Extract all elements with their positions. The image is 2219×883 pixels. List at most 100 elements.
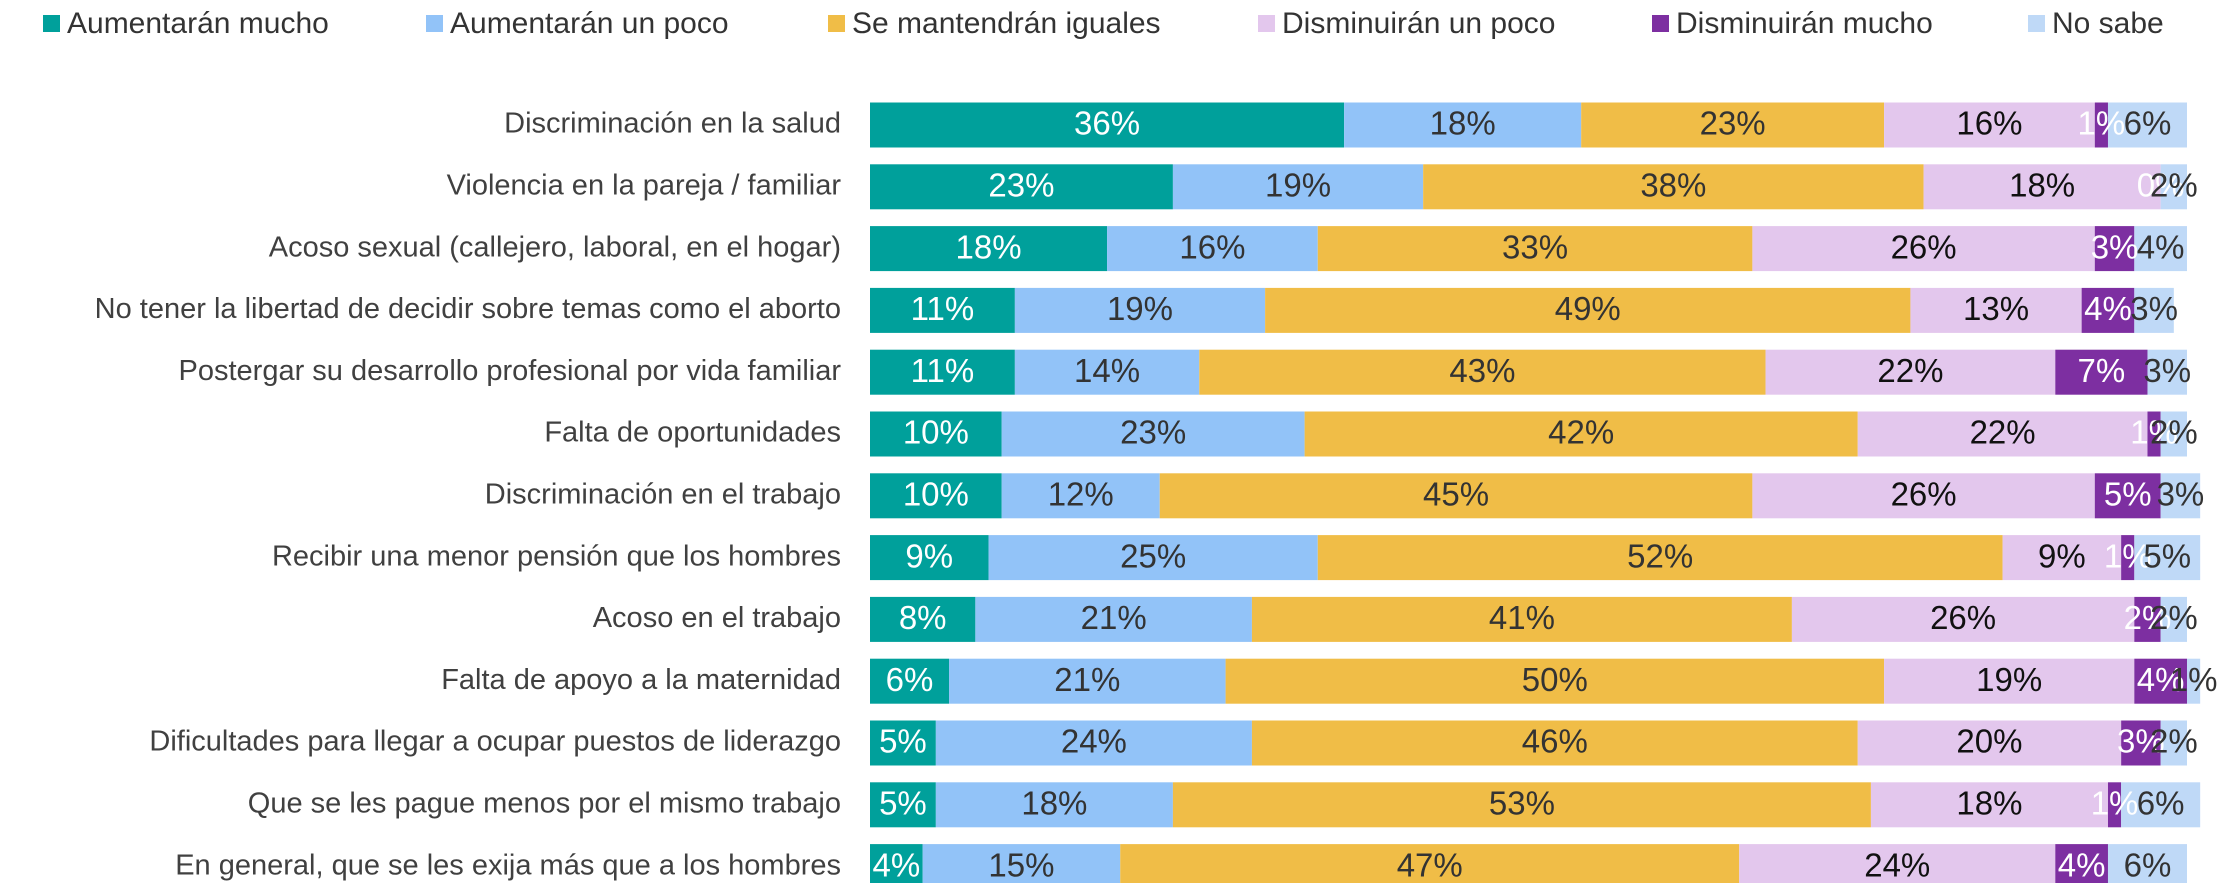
data-label: 2% <box>2124 599 2172 636</box>
data-label: 21% <box>1054 661 1120 698</box>
bar-segment <box>2160 473 2201 519</box>
bar-segment <box>1199 349 1766 395</box>
category-label: No tener la libertad de decidir sobre te… <box>95 293 841 325</box>
bar-segment <box>1265 287 1911 333</box>
bar-segment <box>870 287 1015 333</box>
bar-segment <box>1304 411 1858 457</box>
data-label: 22% <box>1970 414 2036 451</box>
data-label: 18% <box>2009 167 2075 204</box>
data-label: 2% <box>2150 723 2198 760</box>
bar-segment <box>988 535 1318 581</box>
data-label: 4% <box>872 846 920 883</box>
category-label: Recibir una menor pensión que los hombre… <box>272 540 841 572</box>
category-label: Dificultades para llegar a ocupar puesto… <box>149 726 841 758</box>
data-label: 4% <box>2084 290 2132 327</box>
data-label: 6% <box>2124 105 2172 142</box>
legend-swatch <box>2028 15 2045 32</box>
data-label: 46% <box>1522 723 1588 760</box>
bar-segment <box>870 226 1108 272</box>
category-label: Discriminación en la salud <box>504 108 841 140</box>
bar-segment <box>870 535 989 581</box>
bar-segment <box>1251 596 1792 642</box>
bar-segment <box>870 658 950 704</box>
bar-segment <box>1791 596 2135 642</box>
legend-swatch <box>1652 15 1669 32</box>
data-label: 9% <box>2038 537 2086 574</box>
bar-segment <box>1752 473 2095 519</box>
data-label: 1% <box>2078 105 2126 142</box>
data-label: 23% <box>1120 414 1186 451</box>
bar-segment <box>1014 349 1200 395</box>
bar-segment <box>1001 473 1160 519</box>
data-label: 50% <box>1522 661 1588 698</box>
data-label: 2% <box>2150 599 2198 636</box>
legend-swatch <box>1258 15 1275 32</box>
bar-segment <box>2081 287 2135 333</box>
data-label: 5% <box>2143 537 2191 574</box>
bar-segment <box>1251 720 1858 766</box>
bar-segment <box>1172 782 1871 828</box>
data-label: 10% <box>903 476 969 513</box>
legend-label: Aumentarán un poco <box>450 7 729 40</box>
data-label: 14% <box>1074 352 1140 389</box>
data-label: 26% <box>1891 228 1957 265</box>
data-label: 21% <box>1081 599 1147 636</box>
bar-segment <box>1581 102 1885 148</box>
bar-segment <box>1884 102 2095 148</box>
bar-segment <box>1870 782 2108 828</box>
bar-segment <box>2107 844 2187 883</box>
bar-segment <box>2121 782 2201 828</box>
bar-segment <box>2187 658 2201 704</box>
bar-segment <box>949 658 1226 704</box>
legend-label: No sabe <box>2052 7 2164 40</box>
data-label: 2% <box>2150 167 2198 204</box>
legend-label: Se mantendrán iguales <box>852 7 1161 40</box>
bar-segment <box>1107 226 1318 272</box>
bar-segment <box>2094 473 2161 519</box>
data-label: 5% <box>879 785 927 822</box>
bar-segment <box>2094 102 2108 148</box>
bar-segment <box>1752 226 2095 272</box>
data-label: 1% <box>2091 785 2139 822</box>
bar-segment <box>935 720 1252 766</box>
data-label: 36% <box>1074 105 1140 142</box>
data-label: 3% <box>2130 290 2178 327</box>
data-label: 2% <box>2150 414 2198 451</box>
legend-label: Aumentarán mucho <box>67 7 329 40</box>
data-label: 22% <box>1877 352 1943 389</box>
category-label: Violencia en la pareja / familiar <box>447 169 842 201</box>
bar-segment <box>1884 658 2135 704</box>
bar-segment <box>1857 411 2148 457</box>
data-label: 52% <box>1627 537 1693 574</box>
bar-segment <box>2147 349 2187 395</box>
bar-segment <box>2121 720 2161 766</box>
bar-segment <box>870 164 1173 210</box>
legend-label: Disminuirán un poco <box>1282 7 1555 40</box>
data-label: 13% <box>1963 290 2029 327</box>
category-label: Postergar su desarrollo profesional por … <box>179 355 842 387</box>
data-label: 3% <box>2091 228 2139 265</box>
data-label: 6% <box>2137 785 2185 822</box>
bar-segment <box>1765 349 2056 395</box>
legend-swatch <box>828 15 845 32</box>
data-label: 5% <box>2104 476 2152 513</box>
data-label: 3% <box>2117 723 2165 760</box>
data-label: 26% <box>1891 476 1957 513</box>
data-label: 24% <box>1864 846 1930 883</box>
data-label: 4% <box>2137 661 2185 698</box>
bar-segment <box>870 782 936 828</box>
bar-segment <box>1423 164 1924 210</box>
category-label: Acoso en el trabajo <box>593 602 841 634</box>
bar-segment <box>1014 287 1266 333</box>
legend-swatch <box>426 15 443 32</box>
bar-segment <box>1739 844 2056 883</box>
bar-segment <box>870 411 1002 457</box>
category-label: Que se les pague menos por el mismo trab… <box>248 787 841 819</box>
data-label: 1% <box>2104 537 2152 574</box>
bar-segment <box>1001 411 1305 457</box>
data-label: 49% <box>1555 290 1621 327</box>
bar-segment <box>870 473 1002 519</box>
data-label: 23% <box>988 167 1054 204</box>
data-label: 5% <box>879 723 927 760</box>
